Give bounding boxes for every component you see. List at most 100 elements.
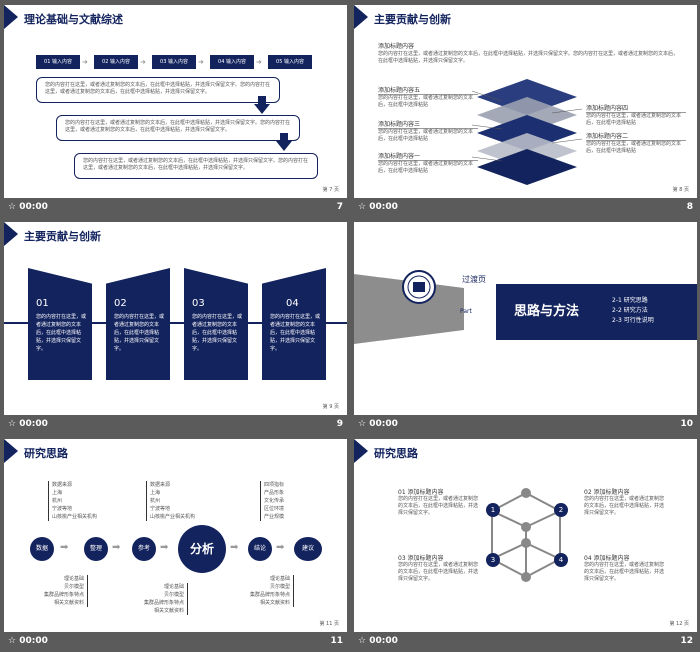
arrow-right-icon: ➡ <box>112 542 121 553</box>
bottom-group: 理论基础 贝尔模型 集群品牌形象特点 相关文献资料 <box>44 575 89 607</box>
section-heading: 思路与方法 <box>514 304 580 319</box>
card: 03 您的内容打在这里，或者通过复制您的文本后，在此框中选择粘贴，并选择只保留文… <box>184 268 248 380</box>
timer-label: ☆ 00:00 <box>8 202 48 212</box>
slide-title: 主要贡献与创新 <box>374 13 451 26</box>
navy-band <box>496 284 697 340</box>
page-number: 第 7 页 <box>322 187 339 193</box>
number-badge: 3 <box>486 553 500 567</box>
flow-node: 数据 <box>30 537 54 561</box>
arrow-right-icon: ➡ <box>160 542 169 553</box>
content-box: 您的内容打在这里，或者通过复制您的文本后，在此框中选择粘贴，并选择只保留文字。您… <box>56 115 300 141</box>
step-box: 05 输入内容 <box>268 55 312 69</box>
timeline-line <box>4 322 347 324</box>
bottom-group: 理论基础 贝尔模型 集群品牌形象特点 相关文献资料 <box>250 575 295 607</box>
step-box: 04 输入内容 <box>210 55 254 69</box>
content-box: 您的内容打在这里，或者通过复制您的文本后，在此框中选择粘贴，并选择只保留文字。您… <box>74 153 318 179</box>
page-number: 第 8 页 <box>672 187 689 193</box>
slide-status-bar: ☆ 00:00 7 <box>4 198 347 218</box>
flow-node: 结论 <box>248 537 272 561</box>
flow-node: 参考 <box>132 537 156 561</box>
number-badge: 1 <box>486 503 500 517</box>
page-number: 第 12 页 <box>669 621 689 627</box>
slide-status-bar: ☆ 00:00 12 <box>354 632 697 652</box>
info-item: 04 添加标题内容 您的内容打在这里，或者通过复制您的文本后，在此框中选择粘贴，… <box>584 555 665 582</box>
flow-node-main: 分析 <box>178 525 226 573</box>
title-marker-icon <box>354 439 368 463</box>
slide-status-bar: ☆ 00:00 10 <box>354 415 697 435</box>
arrow-right-icon: ➜ <box>256 58 262 66</box>
arrow-right-icon: ➜ <box>140 58 146 66</box>
slide-number: 9 <box>336 419 343 429</box>
slide-status-bar: ☆ 00:00 9 <box>4 415 347 435</box>
slide-thumb-11[interactable]: 研究思路 数据来源 上海 杭州 宁波等地 山核桃产业相关机构 数据来源 上海 杭州 宁波等地山… <box>4 439 347 652</box>
slide-9-canvas: 主要贡献与创新 01 您的内容打在这里，或者通过复制您的文本后，在此框中选择粘贴… <box>4 222 347 415</box>
layer-stack-graphic <box>472 79 582 185</box>
arrow-right-icon: ➜ <box>82 58 88 66</box>
left-item: 添加标题内容五 您的内容打在这里，或者通过复制您的文本后，在此框中选择粘贴 <box>378 85 478 109</box>
slide-title: 研究思路 <box>24 447 68 460</box>
top-group: 四项指标 产品形象 文化传承 区位环境 产业规模 <box>260 481 284 521</box>
timer-label: ☆ 00:00 <box>358 202 398 212</box>
card: 02 您的内容打在这里，或者通过复制您的文本后，在此框中选择粘贴，并选择只保留文… <box>106 268 170 380</box>
cube-graphic <box>491 488 561 582</box>
bottom-group: 理论基础 贝尔模型 集群品牌形象特点 相关文献资料 <box>144 583 189 615</box>
info-item: 01 添加标题内容 您的内容打在这里，或者通过复制您的文本后，在此框中选择粘贴，… <box>398 489 479 516</box>
intro-title: 添加标题内容 <box>378 43 415 50</box>
step-box: 01 输入内容 <box>36 55 80 69</box>
timer-label: ☆ 00:00 <box>8 419 48 429</box>
slide-status-bar: ☆ 00:00 8 <box>354 198 697 218</box>
part-label: Part <box>460 308 472 315</box>
slide-thumb-7[interactable]: 理论基础与文献综述 01 输入内容 ➜ 02 输入内容 ➜ 03 输入内容 ➜ … <box>4 5 347 218</box>
number-badge: 2 <box>554 503 568 517</box>
info-item: 02 添加标题内容 您的内容打在这里，或者通过复制您的文本后，在此框中选择粘贴，… <box>584 489 665 516</box>
arrow-down-icon <box>276 133 292 151</box>
left-item: 添加标题内容三 您的内容打在这里，或者通过复制您的文本后，在此框中选择粘贴 <box>378 119 478 143</box>
content-box: 您的内容打在这里，或者通过复制您的文本后，在此框中选择粘贴，并选择只保留文字。您… <box>36 77 280 103</box>
top-group: 数据来源 上海 杭州 宁波等地 山核桃产业相关机构 <box>48 481 97 521</box>
slide-thumb-8[interactable]: 主要贡献与创新 添加标题内容 您的内容打在这里，或者通过复制您的文本后，在此框中… <box>354 5 697 218</box>
transition-label: 过渡页 <box>462 275 486 284</box>
slide-title: 研究思路 <box>374 447 418 460</box>
arrow-down-icon <box>254 96 270 114</box>
slide-number: 11 <box>330 636 343 646</box>
card: 04 您的内容打在这里，或者通过复制您的文本后，在此框中选择粘贴，并选择只保留文… <box>262 268 326 380</box>
slide-number: 8 <box>686 202 693 212</box>
section-list: 2-1 研究思路 2-2 研究方法 2-3 可行性说明 <box>612 297 654 324</box>
left-item: 添加标题内容一 您的内容打在这里，或者通过复制您的文本后，在此框中选择粘贴 <box>378 151 478 175</box>
slide-number: 7 <box>336 202 343 212</box>
page-number: 第 9 页 <box>322 404 339 410</box>
timer-label: ☆ 00:00 <box>8 636 48 646</box>
slide-thumb-10[interactable]: 过渡页 Part 2 思路与方法 2-1 研究思路 2-2 研究方法 2-3 可… <box>354 222 697 435</box>
intro-text: 您的内容打在这里，或者通过复制您的文本后，在此框中选择粘贴，并选择只保留文字。您… <box>378 51 679 64</box>
slide-thumb-12[interactable]: 研究思路 01 添加标题内容 您的内容打在这里，或者通过复制您的文本后，在此框中… <box>354 439 697 652</box>
arrow-right-icon: ➡ <box>230 542 239 553</box>
step-box: 02 输入内容 <box>94 55 138 69</box>
timer-label: ☆ 00:00 <box>358 419 398 429</box>
number-badge: 4 <box>554 553 568 567</box>
slide-title: 主要贡献与创新 <box>24 230 101 243</box>
university-logo-icon <box>402 270 436 304</box>
timer-label: ☆ 00:00 <box>358 636 398 646</box>
top-group: 数据来源 上海 杭州 宁波等地 山核桃产业相关机构 <box>146 481 195 521</box>
slide-8-canvas: 主要贡献与创新 添加标题内容 您的内容打在这里，或者通过复制您的文本后，在此框中… <box>354 5 697 198</box>
flow-node: 建议 <box>294 537 322 561</box>
part-number: 2 <box>476 296 490 320</box>
slide-11-canvas: 研究思路 数据来源 上海 杭州 宁波等地 山核桃产业相关机构 数据来源 上海 杭州 宁波等地山… <box>4 439 347 632</box>
step-box: 03 输入内容 <box>152 55 196 69</box>
slide-10-canvas: 过渡页 Part 2 思路与方法 2-1 研究思路 2-2 研究方法 2-3 可… <box>354 222 697 415</box>
card: 01 您的内容打在这里，或者通过复制您的文本后，在此框中选择粘贴，并选择只保留文… <box>28 268 92 380</box>
title-marker-icon <box>354 5 368 29</box>
slide-number: 10 <box>680 419 693 429</box>
flow-node: 整理 <box>84 537 108 561</box>
slide-thumb-9[interactable]: 主要贡献与创新 01 您的内容打在这里，或者通过复制您的文本后，在此框中选择粘贴… <box>4 222 347 435</box>
title-marker-icon <box>4 5 18 29</box>
title-marker-icon <box>4 439 18 463</box>
slide-status-bar: ☆ 00:00 11 <box>4 632 347 652</box>
arrow-right-icon: ➜ <box>198 58 204 66</box>
slide-number: 12 <box>680 636 693 646</box>
slide-7-canvas: 理论基础与文献综述 01 输入内容 ➜ 02 输入内容 ➜ 03 输入内容 ➜ … <box>4 5 347 198</box>
page-number: 第 11 页 <box>319 621 339 627</box>
slide-12-canvas: 研究思路 01 添加标题内容 您的内容打在这里，或者通过复制您的文本后，在此框中… <box>354 439 697 632</box>
info-item: 03 添加标题内容 您的内容打在这里，或者通过复制您的文本后，在此框中选择粘贴，… <box>398 555 479 582</box>
arrow-right-icon: ➡ <box>60 542 69 553</box>
